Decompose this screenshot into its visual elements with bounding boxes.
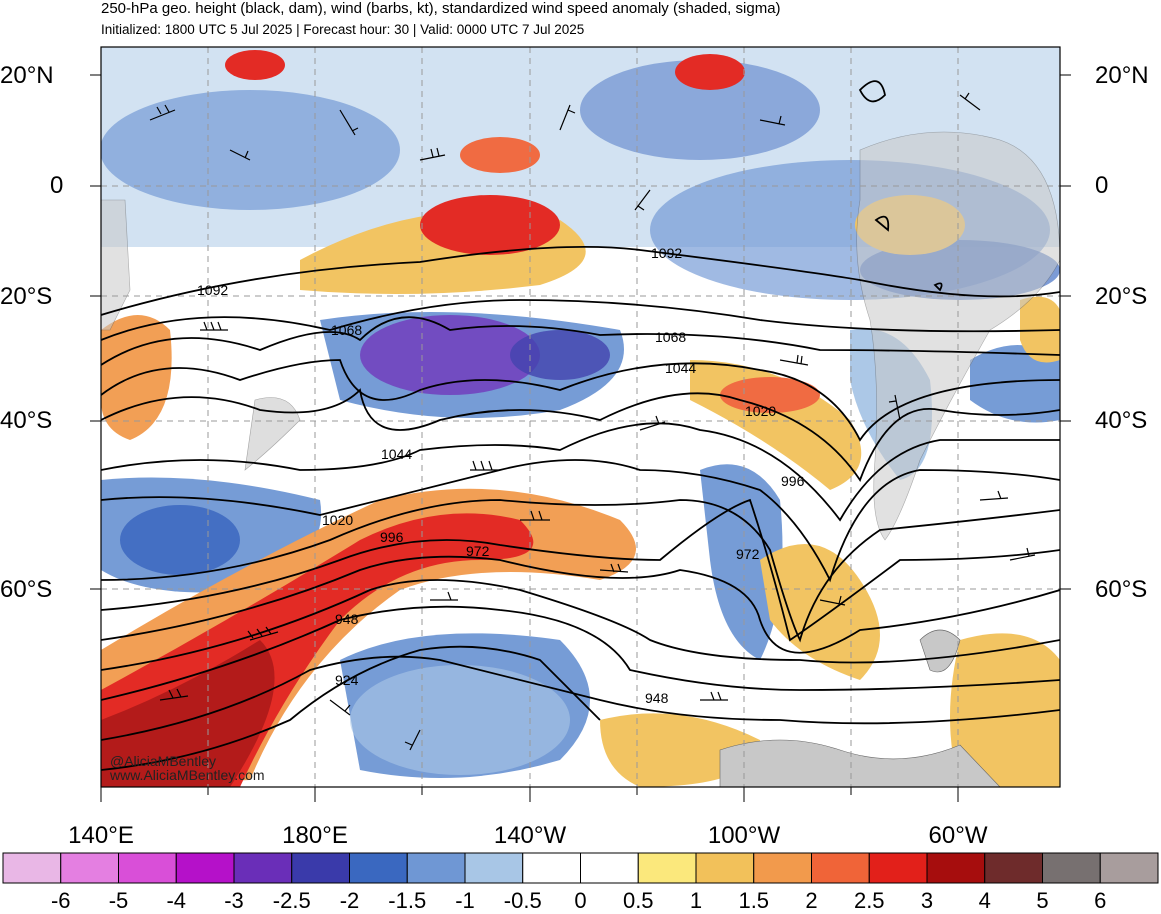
wind-barbs bbox=[149, 92, 1036, 751]
colorbar-swatch bbox=[522, 852, 581, 884]
colorbar-label: -5 bbox=[108, 888, 129, 913]
lon-label-60w: 60°W bbox=[928, 822, 988, 849]
colorbar-swatch bbox=[1042, 852, 1101, 884]
colorbar-label: 2 bbox=[805, 888, 818, 913]
colorbar-label: -0.5 bbox=[503, 888, 542, 913]
colorbar-swatch bbox=[580, 852, 639, 884]
height-contours bbox=[101, 80, 1060, 771]
colorbar-swatch bbox=[175, 852, 235, 884]
contour-label-1020-west: 1020 bbox=[322, 512, 353, 528]
contour-label-1092-west: 1092 bbox=[197, 282, 228, 298]
colorbar-swatch bbox=[753, 852, 812, 884]
lat-label-left-20n: 20°N bbox=[0, 62, 54, 89]
colorbar-label: 0.5 bbox=[622, 888, 654, 913]
lat-label-right-20s: 20°S bbox=[1095, 283, 1148, 310]
graticule bbox=[101, 47, 1060, 787]
colorbar-swatch bbox=[233, 852, 293, 884]
colorbar-swatch bbox=[695, 852, 755, 884]
lat-label-left-40s: 40°S bbox=[0, 407, 53, 434]
chart-title: 250-hPa geo. height (black, dam), wind (… bbox=[101, 0, 781, 17]
colorbar-label: -2.5 bbox=[272, 888, 311, 913]
lon-label-180e: 180°E bbox=[282, 822, 348, 849]
colorbar-label: -4 bbox=[166, 888, 187, 913]
contour-label-1020-east: 1020 bbox=[745, 403, 776, 419]
colorbar-swatch bbox=[2, 852, 62, 884]
map-frame bbox=[100, 46, 1061, 788]
colorbar-label: 6 bbox=[1094, 888, 1107, 913]
colorbar-swatch bbox=[868, 852, 928, 884]
contour-label-1068-east: 1068 bbox=[655, 329, 686, 345]
colorbar-label: -3 bbox=[224, 888, 244, 913]
lon-label-140w: 140°W bbox=[493, 822, 567, 849]
lon-label-140e: 140°E bbox=[68, 822, 134, 849]
colorbar-label: 2.5 bbox=[853, 888, 885, 913]
contour-label-972-east: 972 bbox=[736, 546, 760, 562]
colorbar-label: -1 bbox=[455, 888, 475, 913]
contour-label-1044-east: 1044 bbox=[665, 360, 696, 376]
lat-label-right-40s: 40°S bbox=[1095, 407, 1148, 434]
colorbar-swatch bbox=[464, 852, 524, 884]
colorbar-label: 1.5 bbox=[738, 888, 770, 913]
colorbar-label: 1 bbox=[689, 888, 703, 913]
colorbar-swatch bbox=[60, 852, 119, 884]
lat-label-right-60s: 60°S bbox=[1095, 576, 1148, 603]
colorbar-swatch bbox=[1099, 852, 1159, 884]
chart-subtitle: Initialized: 1800 UTC 5 Jul 2025 | Forec… bbox=[101, 22, 585, 37]
lat-label-left-20s: 20°S bbox=[0, 283, 53, 310]
lat-label-right-20n: 20°N bbox=[1095, 62, 1149, 89]
colorbar-swatch bbox=[984, 852, 1043, 884]
colorbar-swatch bbox=[637, 852, 697, 884]
lat-label-left-0: 0 bbox=[50, 172, 64, 199]
colorbar-swatch bbox=[926, 852, 986, 884]
colorbar-label: -1.5 bbox=[388, 888, 427, 913]
colorbar-label: 3 bbox=[920, 888, 934, 913]
colorbar-swatch bbox=[118, 852, 177, 884]
lon-label-100w: 100°W bbox=[707, 822, 781, 849]
colorbar-label: -2 bbox=[339, 888, 360, 913]
contour-label-996-west: 996 bbox=[380, 529, 404, 545]
colorbar-label: -6 bbox=[50, 888, 71, 913]
colorbar-swatch bbox=[406, 852, 466, 884]
contour-label-1068-west: 1068 bbox=[331, 322, 362, 338]
colorbar-swatch bbox=[811, 852, 870, 884]
contour-label-1092-east: 1092 bbox=[651, 245, 682, 261]
contour-label-924: 924 bbox=[335, 672, 359, 688]
colorbar-label: 5 bbox=[1036, 888, 1049, 913]
contour-labels: 1092 1092 1068 1068 1044 1044 1020 1020 … bbox=[197, 245, 805, 706]
contour-label-948-east: 948 bbox=[645, 690, 669, 706]
lat-label-right-0: 0 bbox=[1095, 172, 1109, 199]
colorbar-label: 0 bbox=[574, 888, 587, 913]
credit-handle: @AliciaMBentley bbox=[110, 753, 217, 769]
contour-label-972-west: 972 bbox=[466, 543, 490, 559]
contour-label-1044-west: 1044 bbox=[381, 446, 412, 462]
credit-site: www.AliciaMBentley.com bbox=[110, 767, 265, 783]
contour-label-948-west: 948 bbox=[335, 611, 359, 627]
colorbar-swatch bbox=[291, 852, 350, 884]
colorbar-swatch bbox=[349, 852, 408, 884]
axis-ticks bbox=[90, 74, 1071, 802]
contour-label-996-east: 996 bbox=[781, 473, 805, 489]
lat-label-left-60s: 60°S bbox=[0, 576, 53, 603]
colorbar-label: 4 bbox=[978, 888, 991, 913]
